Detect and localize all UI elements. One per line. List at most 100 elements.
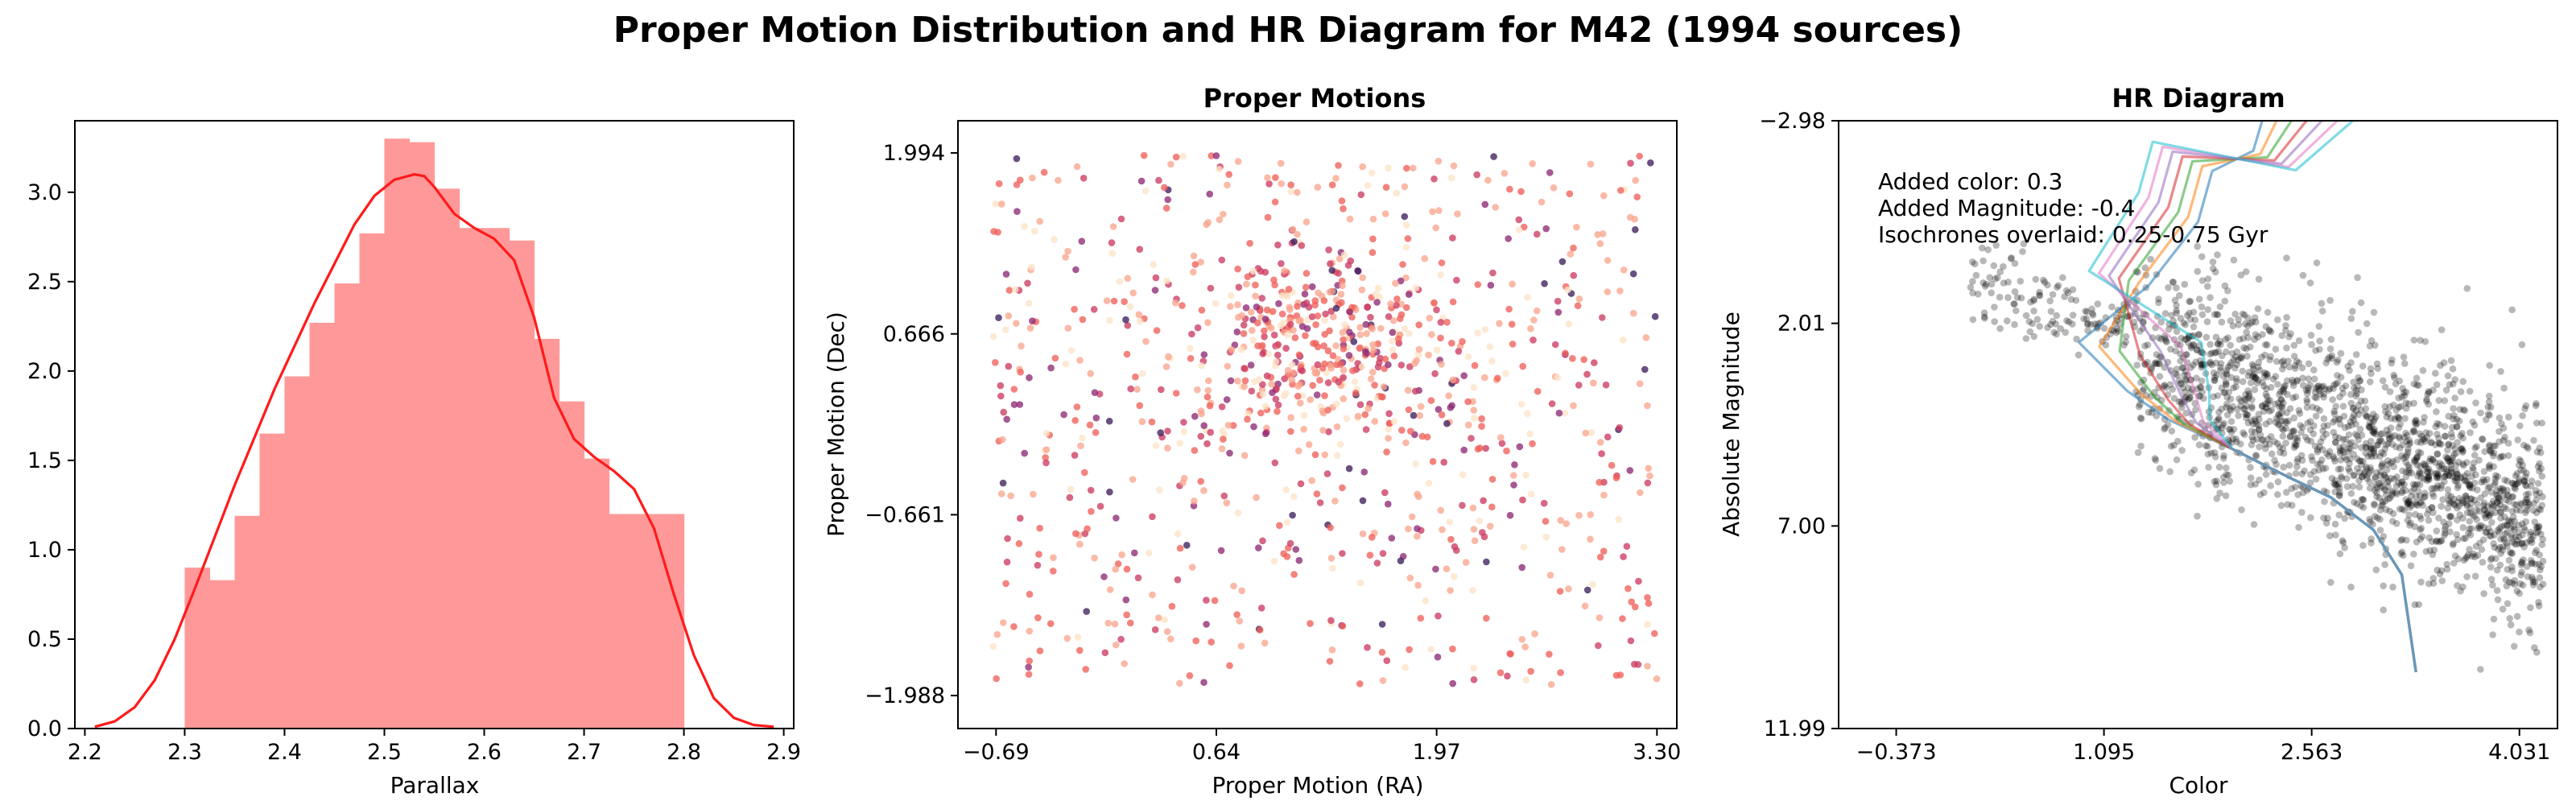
star-point xyxy=(2367,444,2375,451)
star-point xyxy=(2451,376,2458,383)
scatter-point xyxy=(1565,320,1572,328)
star-point xyxy=(2226,477,2234,485)
star-point xyxy=(2495,494,2503,502)
star-point xyxy=(1971,260,1979,268)
star-point xyxy=(2514,480,2522,487)
star-point xyxy=(2410,427,2417,434)
star-point xyxy=(2290,353,2298,360)
star-point xyxy=(2352,351,2360,358)
star-point xyxy=(2405,400,2413,408)
star-point xyxy=(2251,314,2259,321)
star-point xyxy=(2322,431,2330,438)
scatter-point xyxy=(1155,176,1162,184)
star-point xyxy=(2311,442,2319,450)
scatter-point xyxy=(1208,152,1216,159)
star-point xyxy=(2401,415,2409,423)
star-point xyxy=(2461,407,2469,415)
scatter-point xyxy=(1507,650,1514,658)
star-point xyxy=(2363,413,2370,420)
scatter-point xyxy=(1335,270,1342,277)
star-point xyxy=(2388,440,2396,448)
scatter-point xyxy=(1287,427,1294,436)
star-point xyxy=(2539,580,2547,588)
star-point xyxy=(2446,381,2454,389)
star-point xyxy=(2328,355,2336,362)
star-point xyxy=(2210,265,2217,273)
star-point xyxy=(2321,497,2328,506)
star-point xyxy=(2358,473,2366,481)
star-point xyxy=(2153,360,2161,368)
star-point xyxy=(2240,335,2247,342)
scatter-point xyxy=(1651,630,1658,638)
star-point xyxy=(2236,354,2244,362)
star-point xyxy=(2368,336,2376,345)
scatter-point xyxy=(1551,341,1559,349)
star-point xyxy=(2371,415,2378,423)
scatter-point xyxy=(1150,261,1158,268)
scatter-point xyxy=(1298,367,1306,374)
star-point xyxy=(2347,439,2355,446)
histogram-bar xyxy=(234,515,261,729)
scatter-point xyxy=(1274,341,1282,349)
star-point xyxy=(2233,375,2240,382)
star-point xyxy=(2335,491,2343,499)
scatter-point xyxy=(1308,313,1316,320)
star-point xyxy=(2462,495,2471,502)
star-point xyxy=(2198,388,2206,396)
x-tick-label: 1.095 xyxy=(2073,740,2135,765)
star-point xyxy=(2413,374,2421,382)
scatter-point xyxy=(1283,553,1291,560)
scatter-point xyxy=(1233,611,1241,618)
star-point xyxy=(1996,324,2004,332)
scatter-point xyxy=(1328,646,1336,654)
star-point xyxy=(2528,539,2536,547)
star-point xyxy=(2420,419,2427,426)
star-point xyxy=(2525,501,2533,509)
star-point xyxy=(2278,417,2285,425)
scatter-point xyxy=(1430,299,1438,307)
star-point xyxy=(2384,460,2392,469)
y-tick-label: 7.00 xyxy=(1777,514,1826,539)
star-point xyxy=(2445,520,2453,527)
star-point xyxy=(2310,375,2318,383)
scatter-point xyxy=(1412,460,1419,468)
scatter-point xyxy=(1087,486,1095,494)
scatter-point xyxy=(1489,269,1496,277)
star-point xyxy=(2462,492,2470,500)
scatter-point xyxy=(1326,658,1334,665)
star-point xyxy=(2223,400,2231,408)
star-point xyxy=(2368,452,2376,460)
star-point xyxy=(2504,543,2511,550)
star-point xyxy=(2512,540,2520,548)
star-point xyxy=(2421,338,2429,345)
star-point xyxy=(2248,404,2256,412)
star-point xyxy=(2539,535,2547,543)
star-point xyxy=(2351,431,2359,438)
star-point xyxy=(2384,410,2392,417)
scatter-point xyxy=(1139,369,1146,378)
star-point xyxy=(2508,306,2516,314)
star-point xyxy=(2491,481,2498,489)
scatter-point xyxy=(1615,516,1622,523)
star-point xyxy=(2516,506,2524,514)
star-point xyxy=(2440,518,2447,526)
star-point xyxy=(1990,262,1998,270)
star-point xyxy=(2260,489,2268,497)
histogram-bar xyxy=(634,514,660,729)
plot-frame xyxy=(74,120,795,729)
star-point xyxy=(2461,473,2469,480)
star-point xyxy=(2442,473,2450,480)
star-point xyxy=(2533,524,2541,532)
star-point xyxy=(2330,452,2337,460)
star-point xyxy=(2467,495,2475,502)
scatter-point xyxy=(1449,679,1456,687)
star-point xyxy=(2458,445,2466,452)
star-point xyxy=(2526,537,2534,544)
star-point xyxy=(2089,310,2096,317)
scatter-point xyxy=(1206,190,1213,198)
star-point xyxy=(2376,436,2384,444)
scatter-point xyxy=(1156,486,1163,493)
star-point xyxy=(2293,458,2301,465)
star-point xyxy=(2198,253,2206,261)
star-point xyxy=(2359,542,2367,549)
